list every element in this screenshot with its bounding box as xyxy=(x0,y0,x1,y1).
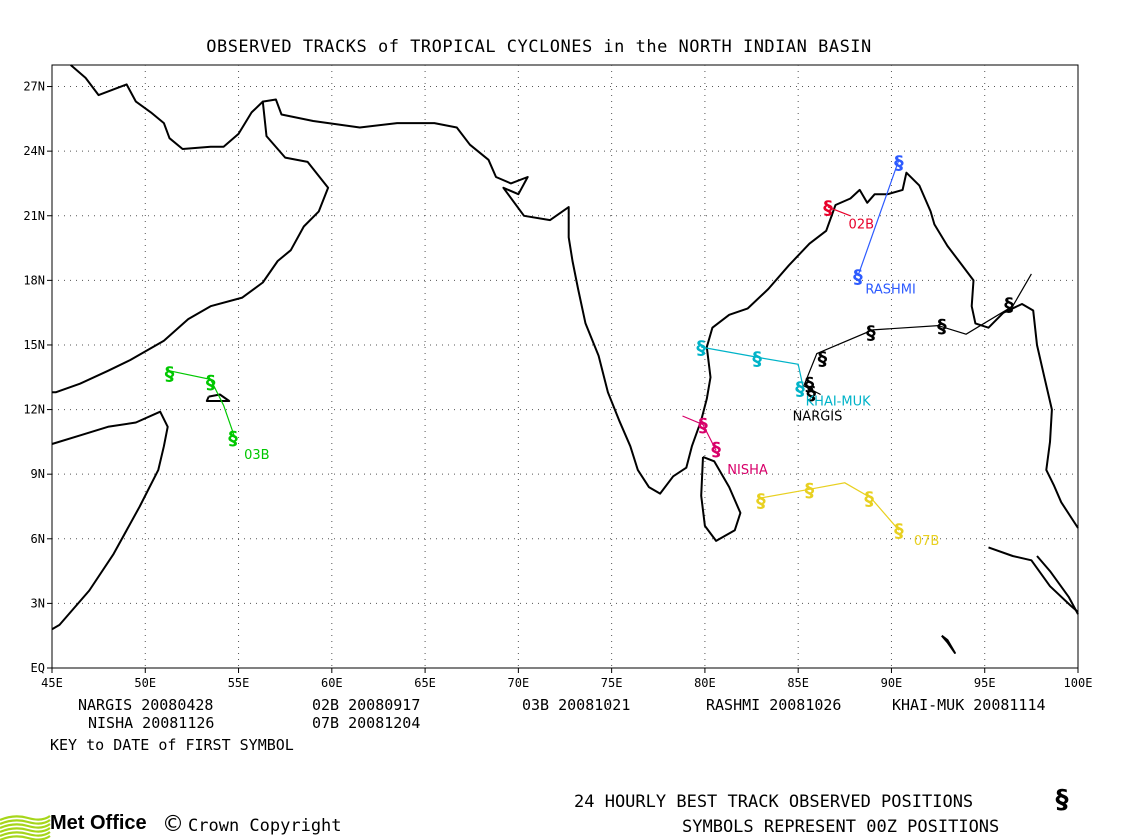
x-tick-label: 80E xyxy=(694,676,716,690)
y-tick-label: 18N xyxy=(23,273,45,287)
coastline-segment xyxy=(51,410,169,631)
copyright-icon: © xyxy=(162,812,184,837)
x-tick-label: 90E xyxy=(881,676,903,690)
cyclone-symbol-icon: § xyxy=(752,348,762,370)
legend-key: KEY to DATE of FIRST SYMBOL xyxy=(50,736,294,754)
x-tick-label: 70E xyxy=(508,676,530,690)
x-tick-label: 50E xyxy=(134,676,156,690)
storm-label: NARGIS xyxy=(793,409,843,424)
storm-label: KHAI-MUK xyxy=(806,394,871,409)
note-best-track: 24 HOURLY BEST TRACK OBSERVED POSITIONS xyxy=(574,792,974,812)
track-line xyxy=(682,415,717,451)
y-tick-label: 9N xyxy=(31,467,45,481)
legend-rashmi: RASHMI 20081026 xyxy=(706,696,842,714)
cyclone-symbol-icon: § xyxy=(711,438,721,460)
cyclone-symbol-icon: § xyxy=(696,337,706,359)
coastline-segment xyxy=(988,546,1079,613)
legend-nisha: NISHA 20081126 xyxy=(88,714,215,732)
cyclone-symbol-icon: § xyxy=(228,428,238,450)
storm-label: NISHA xyxy=(727,463,768,478)
copyright-text: Crown Copyright xyxy=(188,816,342,836)
y-tick-label: 12N xyxy=(23,403,45,417)
x-tick-label: 55E xyxy=(228,676,250,690)
track-line xyxy=(857,159,900,277)
coastline-segment xyxy=(262,98,1079,529)
y-tick-label: EQ xyxy=(31,661,45,675)
storm-track-khai-muk: § §§KHAI-MUK xyxy=(696,337,871,409)
cyclone-symbol-icon: § xyxy=(805,374,815,396)
y-tick-label: 6N xyxy=(31,532,45,546)
coastline xyxy=(51,64,1079,654)
legend-khai-muk: KHAI-MUK 20081114 xyxy=(892,696,1046,714)
storm-track-rashmi: §§RASHMI xyxy=(853,152,916,297)
cyclone-symbol-icon: § xyxy=(1004,294,1014,316)
storm-label: RASHMI xyxy=(865,282,915,297)
cyclone-symbol-icon: § xyxy=(853,266,863,288)
y-tick-label: 27N xyxy=(23,80,45,94)
cyclone-symbol-icon: § xyxy=(806,382,816,404)
x-tick-label: 100E xyxy=(1064,676,1093,690)
storm-label: 07B xyxy=(914,534,939,549)
x-tick-label: 65E xyxy=(414,676,436,690)
x-tick-label: 60E xyxy=(321,676,343,690)
cyclone-symbol-icon: § xyxy=(894,520,904,542)
track-line xyxy=(803,273,1032,396)
track-line xyxy=(760,482,900,531)
cyclone-symbol-icon: § xyxy=(818,348,828,370)
cyclone-symbol-icon: § xyxy=(823,197,833,219)
note-symbols: SYMBOLS REPRESENT 00Z POSITIONS xyxy=(682,817,1000,837)
storm-track-nisha: §§ NISHA xyxy=(682,415,768,478)
coastline-segment xyxy=(1036,555,1079,615)
map-title: OBSERVED TRACKS of TROPICAL CYCLONES in … xyxy=(206,37,872,57)
cyclone-symbol-icon: § xyxy=(937,316,947,338)
met-office-logo-icon xyxy=(0,812,52,840)
storm-track-03b: § § § 03B xyxy=(165,363,270,463)
x-tick-label: 45E xyxy=(41,676,63,690)
track-line xyxy=(169,370,236,438)
cyclone-symbol-icon: § xyxy=(165,363,175,385)
storm-track-07b: § § § § 07B xyxy=(756,479,939,549)
track-line xyxy=(701,346,805,391)
x-tick-label: 95E xyxy=(974,676,996,690)
legend-07b: 07B 20081204 xyxy=(312,714,421,732)
cyclone-key-icon: § xyxy=(1056,785,1069,815)
cyclone-symbol-icon: § xyxy=(206,372,216,394)
x-tick-label: 75E xyxy=(601,676,623,690)
coastline-segment xyxy=(52,64,330,394)
legend-02b: 02B 20080917 xyxy=(312,696,421,714)
track-line xyxy=(827,206,851,217)
storm-track-nargis: §§§§§§NARGIS xyxy=(793,273,1032,424)
y-tick-label: 3N xyxy=(31,596,45,610)
storm-label: 03B xyxy=(244,448,269,463)
coastline-segment xyxy=(941,634,956,654)
x-tick-label: 85E xyxy=(787,676,809,690)
cyclone-symbol-icon: § xyxy=(795,378,805,400)
cyclone-symbol-icon: § xyxy=(698,415,708,437)
y-tick-label: 21N xyxy=(23,209,45,223)
coastline-segment xyxy=(700,455,742,542)
legend-nargis: NARGIS 20080428 xyxy=(78,696,214,714)
storm-label: 02B xyxy=(849,218,874,233)
cyclone-symbol-icon: § xyxy=(866,322,876,344)
cyclone-symbol-icon: § xyxy=(894,152,904,174)
met-office-brand: Met Office xyxy=(50,812,147,834)
legend-03b: 03B 20081021 xyxy=(522,696,631,714)
storm-track-02b: § 02B xyxy=(823,197,874,233)
cyclone-symbol-icon: § xyxy=(756,490,766,512)
cyclone-symbol-icon: § xyxy=(864,488,874,510)
map-frame xyxy=(51,64,1079,669)
y-tick-label: 15N xyxy=(23,338,45,352)
cyclone-symbol-icon: § xyxy=(805,479,815,501)
y-tick-label: 24N xyxy=(23,144,45,158)
